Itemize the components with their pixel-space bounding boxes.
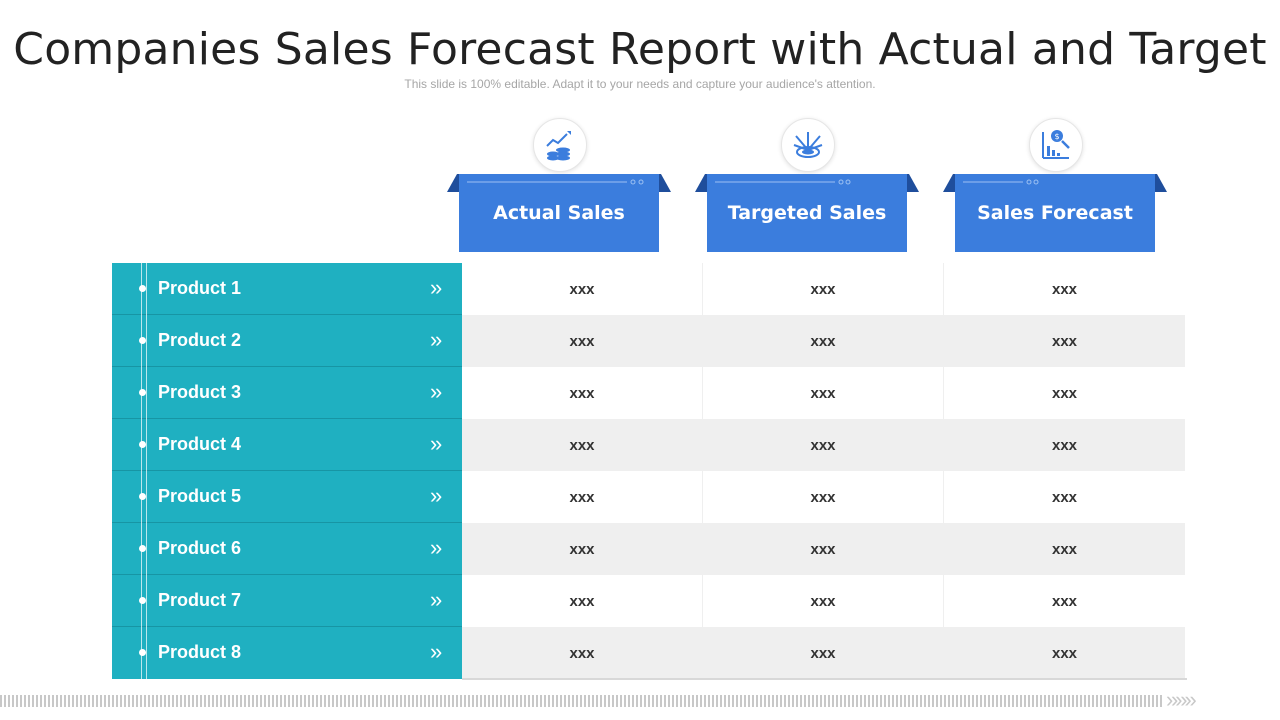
bullet-dot-icon <box>139 441 146 448</box>
bullet-dot-icon <box>139 337 146 344</box>
footer-stripe <box>0 695 1162 707</box>
bullet-dot-icon <box>139 597 146 604</box>
column-label: Targeted Sales <box>707 174 907 252</box>
value-cell: xxx <box>462 315 703 367</box>
table-bottom-border <box>462 678 1187 680</box>
row-label-cell: Product 4 » <box>112 419 462 471</box>
double-chevron-right-icon: » <box>430 483 443 508</box>
table-row: Product 8» xxx xxx xxx <box>112 627 1187 679</box>
value-cell: xxx <box>944 263 1185 315</box>
product-name: Product 4 <box>158 434 242 454</box>
value-cell: xxx <box>944 471 1185 523</box>
column-label: Actual Sales <box>459 174 659 252</box>
value-cell: xxx <box>944 367 1185 419</box>
double-chevron-right-icon: » <box>430 327 443 352</box>
table-row: Product 1» xxx xxx xxx <box>112 263 1187 315</box>
value-cell: xxx <box>703 419 944 471</box>
product-name: Product 7 <box>158 590 242 610</box>
row-label-cell: Product 7 » <box>112 575 462 627</box>
product-name: Product 1 <box>158 278 242 298</box>
bullet-dot-icon <box>139 649 146 656</box>
table-row: Product 5» xxx xxx xxx <box>112 471 1187 523</box>
value-cell: xxx <box>462 523 703 575</box>
product-name: Product 2 <box>158 330 242 350</box>
header-decor-line <box>467 179 644 185</box>
coins-growth-icon <box>533 118 587 172</box>
double-chevron-right-icon: » <box>430 275 443 300</box>
product-name: Product 3 <box>158 382 242 402</box>
value-cell: xxx <box>944 523 1185 575</box>
product-name: Product 6 <box>158 538 242 558</box>
value-cell: xxx <box>462 575 703 627</box>
bullet-dot-icon <box>139 285 146 292</box>
table-row: Product 4» xxx xxx xxx <box>112 419 1187 471</box>
row-label-cell: Product 1 » <box>112 263 462 315</box>
row-label-cell: Product 6 » <box>112 523 462 575</box>
column-label: Sales Forecast <box>955 174 1155 252</box>
value-cell: xxx <box>462 419 703 471</box>
value-cell: xxx <box>703 627 944 679</box>
value-cell: xxx <box>944 575 1185 627</box>
value-cell: xxx <box>703 575 944 627</box>
value-cell: xxx <box>462 263 703 315</box>
value-cell: xxx <box>703 367 944 419</box>
table-row: Product 6» xxx xxx xxx <box>112 523 1187 575</box>
value-cell: xxx <box>462 627 703 679</box>
value-cell: xxx <box>944 419 1185 471</box>
footer-arrows: »»» <box>1166 687 1197 712</box>
table-row: Product 7» xxx xxx xxx <box>112 575 1187 627</box>
value-cell: xxx <box>703 471 944 523</box>
value-cell: xxx <box>944 315 1185 367</box>
column-header-targeted-sales: Targeted Sales <box>695 118 919 252</box>
forecast-chart-icon: $ <box>1029 118 1083 172</box>
row-label-cell: Product 8 » <box>112 627 462 679</box>
column-header-sales-forecast: $ Sales Forecast <box>943 118 1167 252</box>
slide-title: Companies Sales Forecast Report with Act… <box>13 24 1267 75</box>
double-chevron-right-icon: » <box>430 379 443 404</box>
value-cell: xxx <box>703 315 944 367</box>
value-cell: xxx <box>703 523 944 575</box>
table-row: Product 2» xxx xxx xxx <box>112 315 1187 367</box>
header-decor-line <box>715 179 851 185</box>
sales-table: Product 1» xxx xxx xxx Product 2» xxx xxx xxx Pr… <box>112 263 1187 679</box>
target-icon <box>781 118 835 172</box>
double-chevron-right-icon: » <box>430 587 443 612</box>
row-label-cell: Product 5 » <box>112 471 462 523</box>
header-decor-line <box>963 179 1039 185</box>
bullet-dot-icon <box>139 545 146 552</box>
bullet-dot-icon <box>139 389 146 396</box>
double-chevron-right-icon: » <box>430 639 443 664</box>
row-label-cell: Product 2 » <box>112 315 462 367</box>
table-row: Product 3» xxx xxx xxx <box>112 367 1187 419</box>
column-header-actual-sales: Actual Sales <box>447 118 671 252</box>
value-cell: xxx <box>462 367 703 419</box>
value-cell: xxx <box>944 627 1185 679</box>
value-cell: xxx <box>703 263 944 315</box>
product-name: Product 8 <box>158 642 242 662</box>
bullet-dot-icon <box>139 493 146 500</box>
slide-subtitle: This slide is 100% editable. Adapt it to… <box>404 77 876 91</box>
row-label-cell: Product 3 » <box>112 367 462 419</box>
double-chevron-right-icon: » <box>430 535 443 560</box>
product-name: Product 5 <box>158 486 242 506</box>
svg-text:$: $ <box>1054 132 1059 141</box>
value-cell: xxx <box>462 471 703 523</box>
double-chevron-right-icon: » <box>430 431 443 456</box>
